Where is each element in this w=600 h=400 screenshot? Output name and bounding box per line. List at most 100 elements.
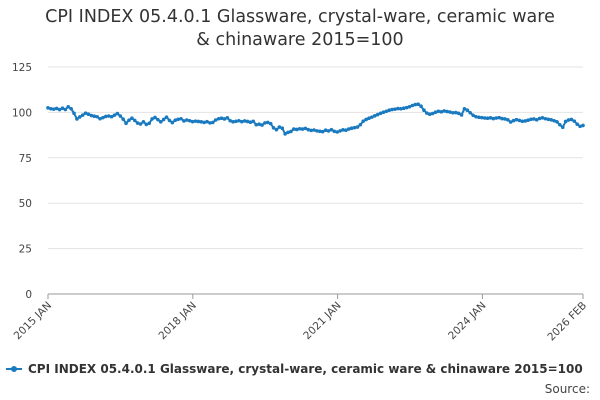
data-point — [349, 126, 354, 130]
data-point — [399, 106, 403, 111]
data-point — [51, 107, 56, 111]
data-point — [211, 120, 215, 125]
data-point — [566, 118, 571, 122]
data-point — [251, 119, 256, 124]
data-point — [199, 120, 204, 124]
x-tick-label: 2021 JAN — [301, 300, 343, 342]
data-point — [132, 118, 137, 123]
data-point — [242, 119, 247, 123]
data-point — [257, 122, 261, 126]
data-point — [193, 119, 198, 123]
data-point — [540, 116, 545, 120]
data-point — [144, 122, 149, 127]
data-point — [425, 111, 429, 115]
data-point — [75, 117, 79, 121]
data-point — [115, 111, 120, 116]
data-point — [179, 116, 183, 121]
data-point — [503, 117, 507, 121]
legend-line-marker-icon — [6, 364, 22, 374]
data-point — [300, 127, 305, 131]
data-point — [508, 120, 513, 124]
data-point — [182, 119, 186, 123]
data-point — [228, 118, 232, 123]
data-point — [112, 113, 117, 117]
data-point — [532, 117, 536, 121]
data-point — [187, 118, 192, 123]
data-point — [237, 118, 241, 123]
data-point — [439, 110, 444, 114]
data-point — [335, 130, 339, 134]
data-point — [514, 117, 519, 122]
data-point — [422, 108, 426, 113]
data-point — [245, 119, 250, 124]
data-point — [135, 121, 140, 125]
data-point — [268, 121, 273, 126]
data-point — [471, 113, 475, 118]
data-point — [436, 109, 441, 114]
data-point — [80, 113, 85, 117]
data-point — [312, 128, 316, 132]
data-point — [164, 115, 169, 119]
data-point — [479, 115, 484, 120]
data-point — [208, 121, 212, 125]
data-point — [89, 113, 94, 118]
data-point — [500, 116, 504, 121]
data-point — [410, 103, 415, 108]
data-point — [265, 120, 270, 125]
data-point — [130, 116, 134, 121]
data-point — [213, 118, 218, 122]
data-point — [260, 123, 264, 127]
data-point — [46, 106, 50, 110]
data-point — [326, 129, 331, 133]
data-point — [205, 119, 209, 124]
data-point — [413, 102, 418, 107]
data-point — [381, 110, 386, 115]
y-tick-label: 75 — [19, 153, 32, 165]
data-point — [482, 116, 487, 120]
data-point — [442, 109, 446, 113]
data-point — [124, 121, 128, 126]
data-point — [355, 125, 360, 129]
data-point — [390, 107, 394, 112]
legend[interactable]: CPI INDEX 05.4.0.1 Glassware, crystal-wa… — [6, 362, 583, 376]
data-point — [445, 109, 449, 114]
x-tick-label: 2015 JAN — [12, 300, 54, 342]
data-point — [219, 116, 224, 121]
data-point — [303, 126, 308, 131]
data-point — [526, 118, 530, 123]
data-point — [78, 115, 82, 119]
x-tick-label: 2018 JAN — [156, 300, 198, 342]
data-point — [433, 110, 438, 115]
data-point — [523, 119, 527, 123]
data-point — [572, 119, 577, 123]
data-point — [263, 121, 267, 125]
data-point — [462, 106, 467, 111]
data-point — [95, 114, 99, 119]
data-point — [92, 114, 97, 119]
data-point — [297, 126, 302, 131]
data-point — [378, 111, 383, 116]
data-point — [416, 102, 420, 107]
chart-title-line-2: & chinaware 2015=100 — [196, 30, 404, 50]
data-point — [485, 116, 490, 121]
data-point — [361, 119, 366, 123]
data-point — [106, 114, 111, 118]
data-point — [404, 105, 409, 110]
data-point — [60, 106, 65, 111]
data-point — [54, 106, 59, 111]
data-point — [271, 126, 276, 130]
data-point — [393, 107, 397, 111]
data-point — [170, 120, 175, 125]
data-point — [254, 122, 259, 127]
data-point — [560, 125, 565, 130]
y-tick-label: 25 — [19, 244, 32, 256]
data-point — [202, 120, 206, 125]
data-point — [161, 117, 166, 122]
data-point — [66, 104, 71, 109]
data-point — [292, 127, 296, 131]
data-point — [323, 128, 328, 132]
data-point — [306, 127, 311, 132]
data-point — [534, 118, 539, 122]
data-point — [57, 107, 62, 112]
data-point — [72, 111, 76, 116]
